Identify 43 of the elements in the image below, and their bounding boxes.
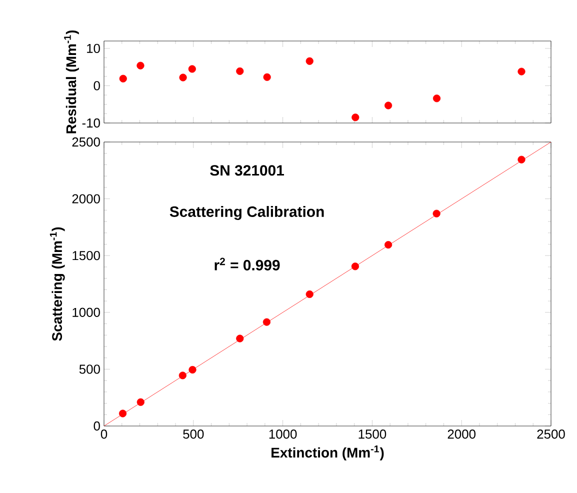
- y-tick-label: 2500: [72, 137, 100, 147]
- y-tick-label: 0: [94, 421, 100, 431]
- point: [351, 262, 360, 270]
- point: [352, 114, 360, 122]
- x-tick-label: 1000: [269, 430, 297, 439]
- y-tick-label: 1500: [72, 251, 100, 260]
- x-axis-title: Extinction (Mm$^{-1}$): [272, 446, 384, 460]
- point: [236, 334, 244, 342]
- y-tick-label: 10: [87, 44, 100, 54]
- point: [432, 94, 441, 102]
- y-tick-label: 500: [79, 364, 100, 374]
- point: [188, 65, 196, 73]
- y-axis-title: Scattering (Mm$^{-1}$): [50, 227, 65, 341]
- point: [518, 68, 526, 76]
- y-tick-label: -10: [82, 118, 100, 128]
- x-tick-label: 2000: [448, 430, 476, 439]
- point: [118, 410, 127, 418]
- x-tick-label: 2500: [537, 430, 565, 439]
- y-axis-title: Residual (Mm$^{-1}$): [64, 30, 79, 134]
- y-tick-label: 2000: [72, 194, 100, 204]
- point: [188, 366, 196, 374]
- annotation: SN 321001: [210, 165, 284, 176]
- point: [236, 67, 244, 75]
- point: [432, 210, 440, 218]
- point: [384, 241, 392, 249]
- point: [119, 74, 127, 82]
- point: [136, 398, 144, 406]
- point: [178, 372, 186, 380]
- point: [306, 57, 314, 65]
- point: [384, 102, 392, 110]
- y-tick-label: 0: [94, 81, 100, 90]
- x-tick-label: 0: [100, 430, 108, 439]
- point: [306, 290, 314, 298]
- x-tick-label: 500: [183, 430, 204, 439]
- annotation: Scattering Calibration: [170, 206, 324, 220]
- point: [518, 156, 526, 164]
- point: [179, 74, 187, 82]
- point: [136, 62, 144, 70]
- annotation: r$^{2}$ = 0.999: [214, 258, 280, 270]
- x-tick-label: 1500: [358, 430, 386, 439]
- point: [262, 318, 271, 326]
- y-tick-label: 1000: [72, 308, 100, 317]
- point: [263, 73, 271, 81]
